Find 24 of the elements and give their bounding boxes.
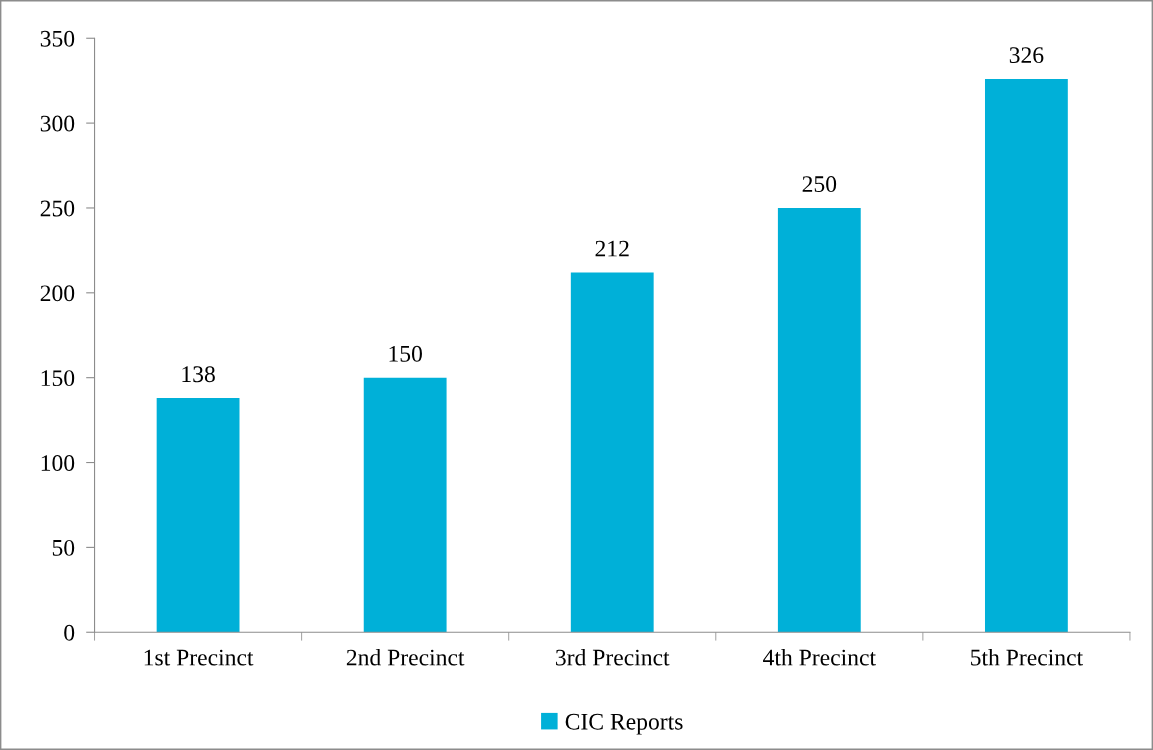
data-label: 250 — [802, 176, 837, 193]
y-tick-label: 100 — [41, 455, 75, 471]
y-tick-label: 200 — [40, 285, 75, 302]
x-tick-label: 5th Precinct — [971, 648, 1083, 666]
x-tick-label: 4th Precinct — [763, 648, 876, 666]
data-label: 326 — [1009, 47, 1044, 64]
x-tick-label: 2nd Precinct — [346, 648, 465, 666]
y-tick-label: 150 — [41, 370, 75, 387]
bar — [363, 377, 447, 633]
x-tick-label: 3rd Precinct — [556, 648, 670, 666]
x-tick-label: 1st Precinct — [144, 649, 254, 666]
data-label: 150 — [389, 345, 422, 362]
data-label: 212 — [595, 240, 629, 257]
legend-label: CIC Reports — [565, 713, 683, 735]
y-tick-label: 300 — [40, 115, 75, 132]
bar — [777, 207, 861, 633]
y-tick-label: 250 — [40, 200, 75, 217]
bar — [984, 78, 1068, 633]
y-tick-label: 50 — [52, 539, 75, 556]
y-tick-label: 0 — [64, 624, 75, 641]
bar — [570, 272, 654, 633]
y-tick-label: 350 — [40, 30, 75, 47]
bar — [156, 398, 240, 633]
data-label: 138 — [182, 366, 215, 383]
